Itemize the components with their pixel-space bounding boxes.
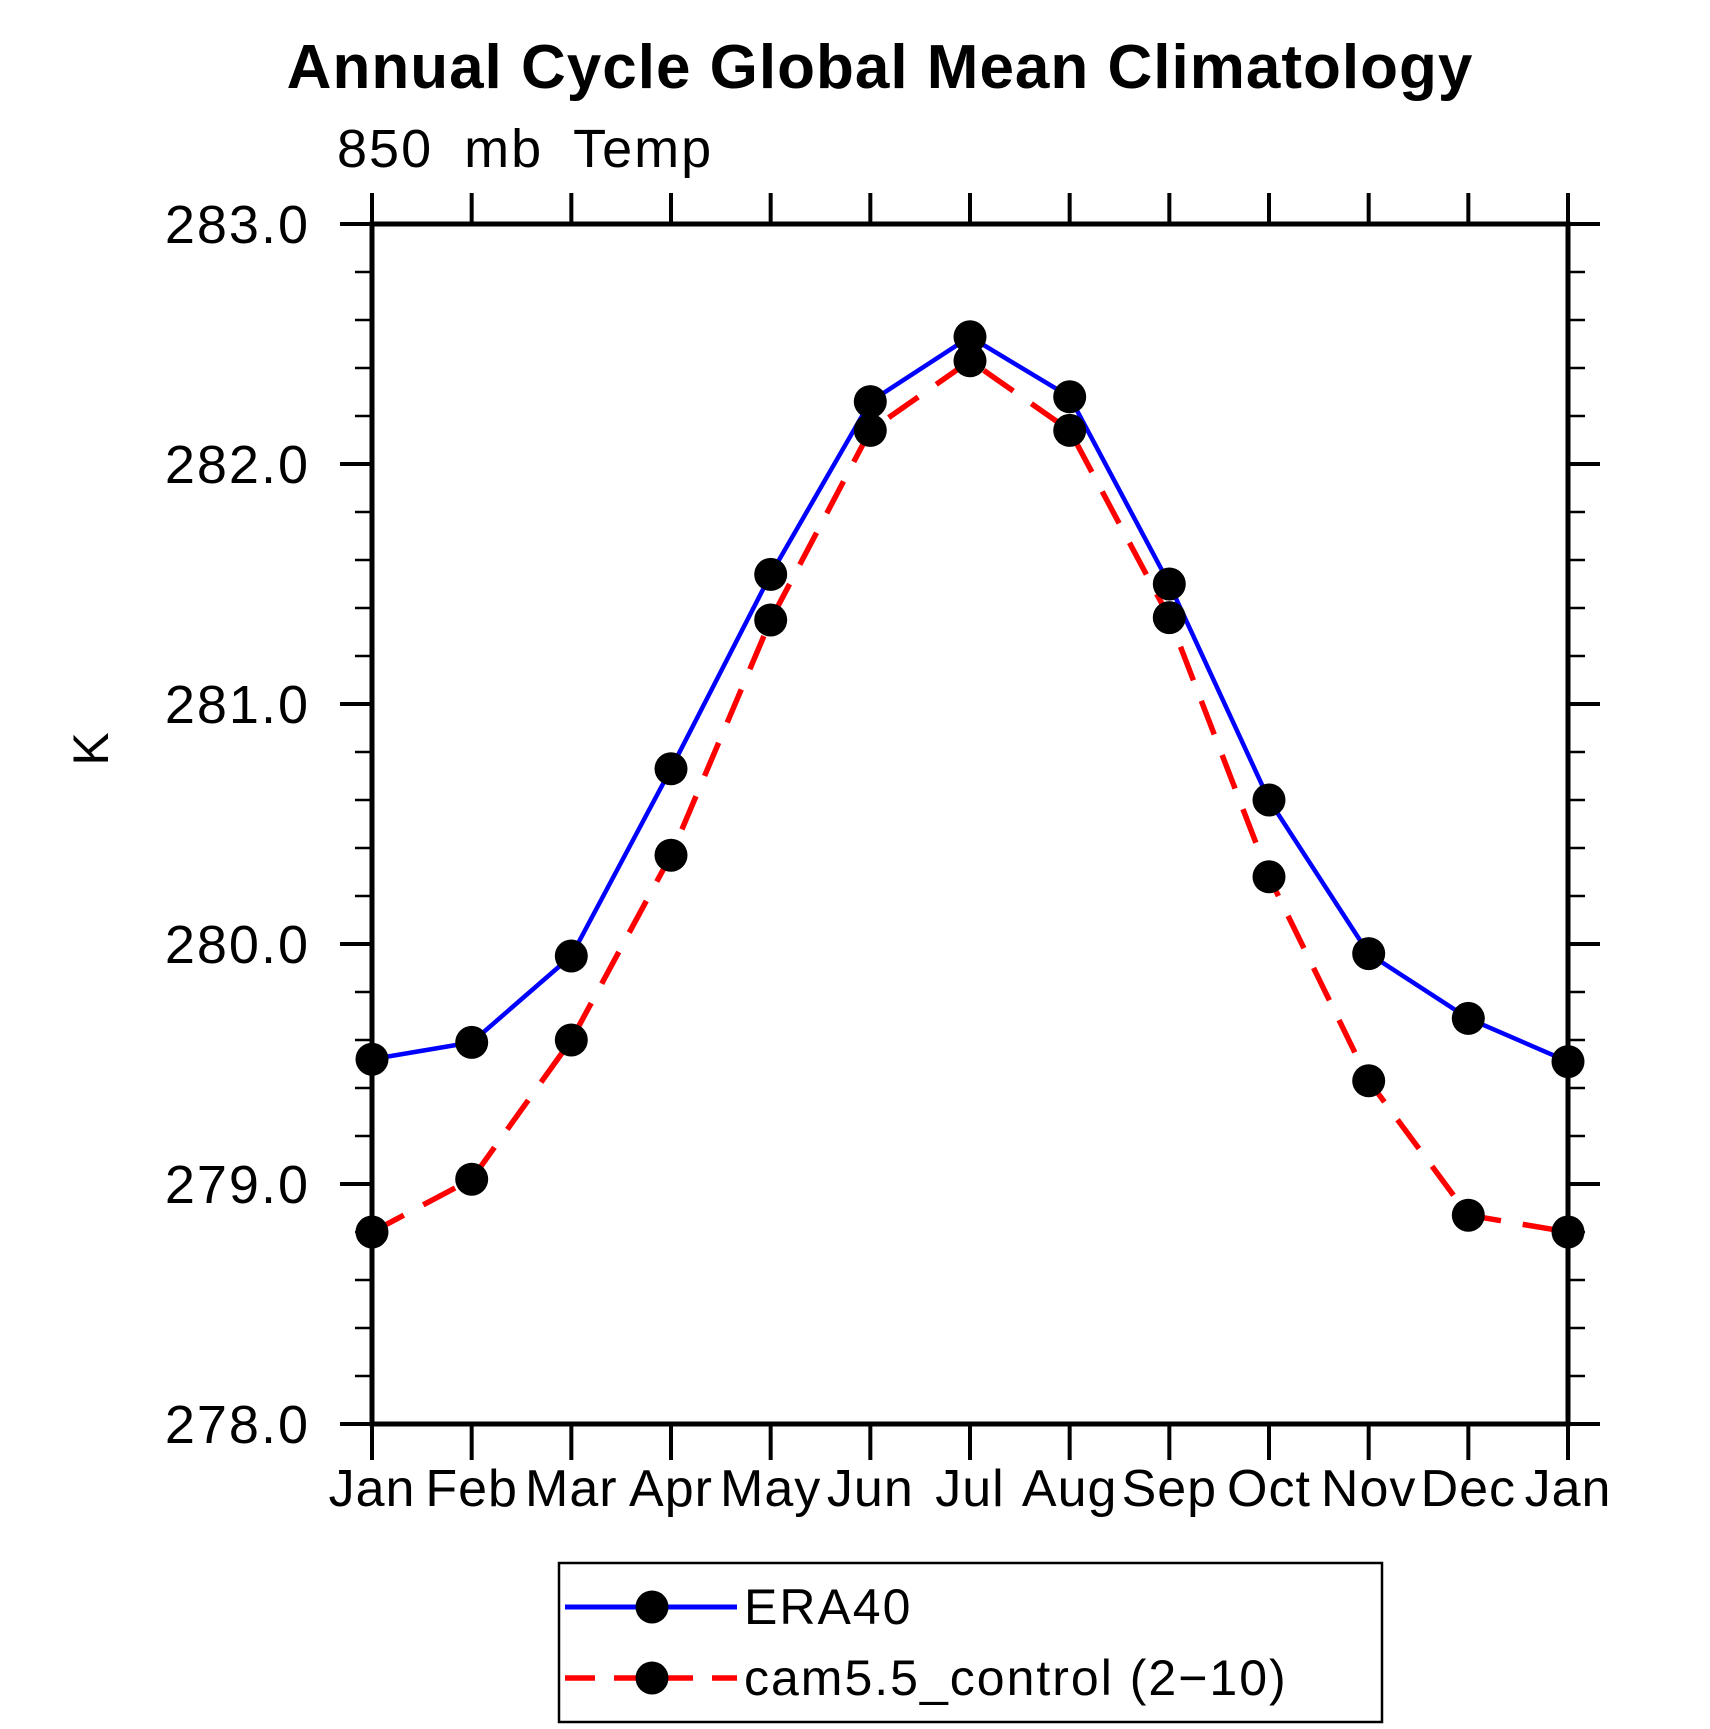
- y-tick-label: 280.0: [165, 915, 310, 975]
- data-point-marker: [754, 557, 788, 591]
- data-point-marker: [1451, 1001, 1485, 1035]
- series-line-cam55-control: [370, 358, 1569, 1235]
- data-point-marker: [853, 413, 887, 447]
- legend: ERA40 cam5.5_control (2−10): [557, 1561, 1384, 1724]
- x-tick-label: Feb: [425, 1460, 518, 1518]
- data-point-marker: [654, 838, 688, 872]
- x-tick-label: May: [720, 1460, 821, 1518]
- x-tick-label: Jul: [935, 1460, 1004, 1518]
- x-tick-label: Apr: [629, 1460, 713, 1518]
- axis-ticks: [340, 193, 1600, 1460]
- data-point-marker: [1352, 1064, 1386, 1098]
- chart-title: Annual Cycle Global Mean Climatology: [287, 33, 1474, 102]
- data-point-marker: [1451, 1198, 1485, 1232]
- data-point-marker: [554, 939, 588, 973]
- data-point-marker: [953, 320, 987, 354]
- legend-entry-cam55-control: cam5.5_control (2−10): [565, 1650, 1288, 1706]
- plot-frame: [369, 221, 1571, 1427]
- data-point-marker: [1252, 860, 1286, 894]
- x-tick-label: Jun: [827, 1460, 914, 1518]
- y-tick-label: 281.0: [165, 675, 310, 735]
- data-point-marker: [953, 344, 987, 378]
- legend-label-era40: ERA40: [744, 1579, 912, 1635]
- data-point-marker: [654, 752, 688, 786]
- x-tick-label: Jan: [1525, 1460, 1612, 1518]
- data-point-marker: [754, 603, 788, 637]
- data-point-marker: [853, 385, 887, 419]
- data-point-marker: [1053, 413, 1087, 447]
- data-point-marker: [1152, 601, 1186, 635]
- data-point-marker: [1252, 783, 1286, 817]
- y-tick-label: 282.0: [165, 435, 310, 495]
- x-tick-label: Oct: [1227, 1460, 1311, 1518]
- x-tick-label: Dec: [1421, 1460, 1516, 1518]
- data-point-marker: [455, 1162, 489, 1196]
- y-axis-title: K: [63, 730, 119, 765]
- x-tick-label: Jan: [329, 1460, 416, 1518]
- x-tick-label: Mar: [525, 1460, 618, 1518]
- x-tick-label: Sep: [1122, 1460, 1218, 1518]
- legend-box: [557, 1561, 1384, 1724]
- y-tick-label: 278.0: [165, 1395, 310, 1455]
- y-tick-label: 283.0: [165, 195, 310, 255]
- legend-marker-circle-icon: [635, 1590, 669, 1624]
- legend-entry-era40: ERA40: [565, 1579, 912, 1635]
- data-point-marker: [1053, 380, 1087, 414]
- data-point-marker: [1152, 567, 1186, 601]
- y-tick-label: 279.0: [165, 1155, 310, 1215]
- legend-label-cam55-control: cam5.5_control (2−10): [744, 1650, 1288, 1706]
- data-series: [355, 320, 1585, 1249]
- series-line-era40: [371, 334, 1569, 1064]
- legend-marker-circle-icon: [635, 1661, 669, 1695]
- chart-subtitle: 850 mb Temp: [337, 119, 713, 179]
- data-point-marker: [554, 1023, 588, 1057]
- x-tick-label: Nov: [1321, 1460, 1416, 1518]
- data-point-marker: [455, 1025, 489, 1059]
- data-point-marker: [1352, 937, 1386, 971]
- x-tick-label: Aug: [1022, 1460, 1118, 1518]
